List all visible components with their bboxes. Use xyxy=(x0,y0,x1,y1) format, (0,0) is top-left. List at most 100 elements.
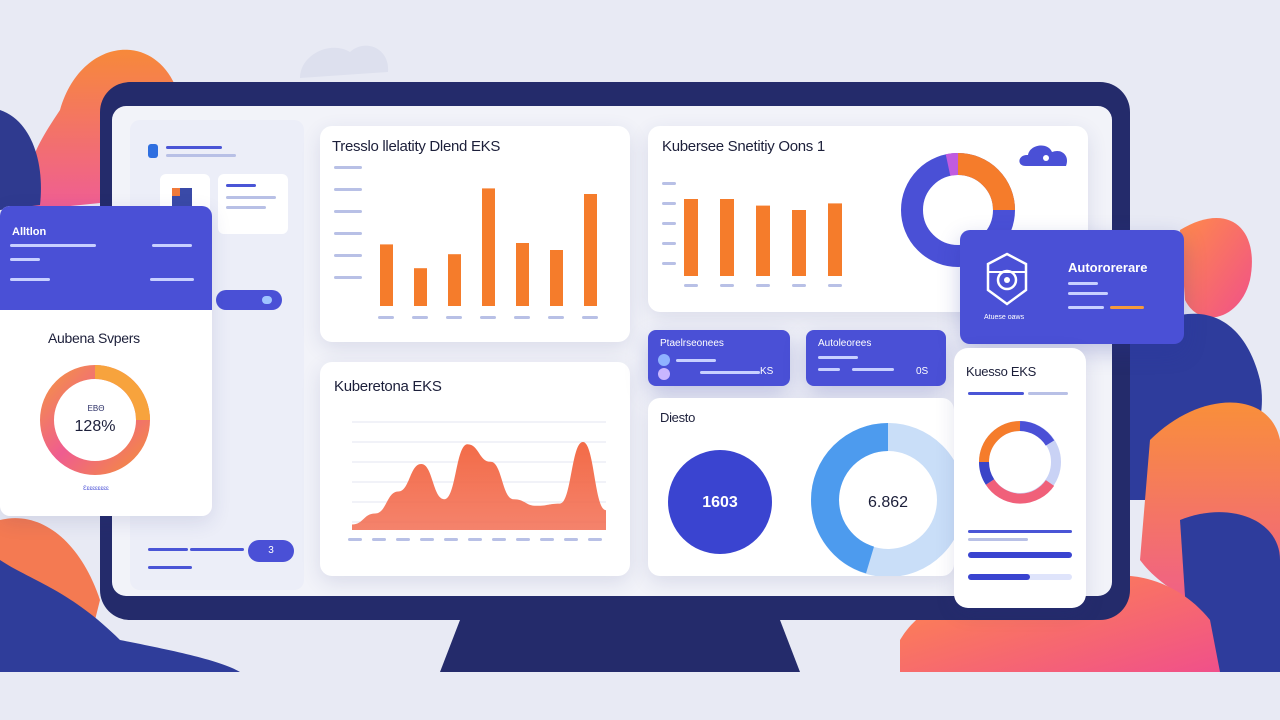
card-line xyxy=(968,392,1024,395)
card-line xyxy=(1068,292,1108,295)
mobile-donut xyxy=(978,421,1061,504)
x-tick-placeholder xyxy=(396,538,410,541)
kpi-circle xyxy=(668,450,772,554)
bar xyxy=(684,199,698,276)
x-tick-placeholder xyxy=(540,538,554,541)
donut-orange xyxy=(979,421,1021,463)
bar xyxy=(448,254,461,306)
mini-line xyxy=(700,371,760,374)
bar-chart-1 xyxy=(334,166,598,319)
bar xyxy=(516,243,529,306)
sidebar-footer-line xyxy=(148,566,192,569)
bar-chart-2 xyxy=(662,153,1015,287)
donut-ring-orange xyxy=(957,153,1015,211)
x-tick-placeholder xyxy=(792,284,806,287)
sidebar-footer-line xyxy=(148,548,188,551)
bar xyxy=(756,205,770,276)
x-tick-placeholder xyxy=(588,538,602,541)
x-tick-placeholder xyxy=(348,538,362,541)
donut-caption: Ɛɛɛɛɛɛɛɛɛ xyxy=(83,486,109,492)
mini-line xyxy=(818,368,840,371)
x-tick-placeholder xyxy=(378,316,394,319)
header-line xyxy=(10,258,40,261)
mini-card-1[interactable]: Ptaelrseonees KS xyxy=(648,330,790,386)
sidebar-text-placeholder xyxy=(166,146,222,149)
bar xyxy=(414,268,427,306)
progress-fill xyxy=(968,574,1031,580)
mini-card-value: 0S xyxy=(916,366,929,377)
bar xyxy=(584,194,597,306)
blob-right-orange xyxy=(1180,218,1252,318)
mini-line xyxy=(852,368,894,371)
mini-card-2[interactable]: Autoleorees 0S xyxy=(806,330,946,386)
sidebar-footer-line xyxy=(190,548,244,551)
status-dot xyxy=(658,368,670,380)
cloud-bg xyxy=(300,45,389,78)
x-tick-placeholder xyxy=(492,538,506,541)
card-line-accent xyxy=(1110,306,1144,309)
circles-panel: Diesto 1603 6.862 xyxy=(648,398,954,576)
bar xyxy=(792,210,806,276)
mobile-card[interactable]: Kuesso EKS xyxy=(954,348,1086,608)
cloud-icon[interactable] xyxy=(1016,142,1076,172)
y-tick-placeholder xyxy=(662,182,676,185)
x-tick-placeholder xyxy=(720,284,734,287)
mini-card-value: KS xyxy=(760,366,774,377)
progress-track xyxy=(968,552,1072,558)
x-tick-placeholder xyxy=(828,284,842,287)
circles-graphic xyxy=(668,423,954,576)
y-tick-placeholder xyxy=(662,202,676,205)
card-title: Kuesso EKS xyxy=(966,364,1036,379)
mini-line xyxy=(676,359,716,362)
card-title: Autororerare xyxy=(1068,260,1148,275)
card-line xyxy=(968,538,1028,541)
blob-left-navy xyxy=(0,110,41,210)
mini-card-title: Autoleorees xyxy=(818,338,872,349)
panel-title: Diesto xyxy=(660,410,696,425)
header-line xyxy=(10,244,96,247)
autoreare-card[interactable]: Autororerare Atuese oaws xyxy=(960,230,1184,344)
card-header: Alltlon xyxy=(0,206,212,310)
left-floating-card[interactable]: Alltlon Aubena Svpers ΕΒΘ 128% Ɛɛɛɛɛɛɛɛɛ xyxy=(0,206,212,516)
x-tick-placeholder xyxy=(514,316,530,319)
donut-pink xyxy=(985,479,1055,504)
x-tick-placeholder xyxy=(372,538,386,541)
mini-card-title: Ptaelrseonees xyxy=(660,338,724,349)
card-title: Aubena Svpers xyxy=(48,330,140,346)
x-tick-placeholder xyxy=(582,316,598,319)
info-line xyxy=(226,206,266,209)
card-caption: Atuese oaws xyxy=(984,314,1025,321)
x-tick-placeholder xyxy=(564,538,578,541)
donut-value: 6.862 xyxy=(867,494,909,511)
toggle-pill[interactable] xyxy=(216,290,282,310)
donut-value: 128% xyxy=(74,418,116,435)
bar xyxy=(828,203,842,276)
card-line xyxy=(1068,306,1104,309)
donut-highlight xyxy=(94,365,150,421)
status-dot xyxy=(658,354,670,366)
donut-navy xyxy=(978,461,995,485)
x-tick-placeholder xyxy=(468,538,482,541)
donut-small-label: ΕΒΘ xyxy=(87,404,105,413)
bar xyxy=(380,244,393,306)
panel-title: Kubersee Snetitiy Oons 1 xyxy=(662,138,825,155)
info-line xyxy=(226,196,276,199)
x-tick-placeholder xyxy=(756,284,770,287)
x-tick-placeholder xyxy=(446,316,462,319)
mini-line xyxy=(818,356,858,359)
donut-center xyxy=(842,454,934,546)
blob-left-bottom-navy xyxy=(0,560,240,672)
area-chart xyxy=(348,421,606,541)
toggle-icon xyxy=(262,296,272,304)
thumbnail-accent xyxy=(172,188,180,196)
header-line xyxy=(150,278,194,281)
sidebar-info-card[interactable] xyxy=(218,174,288,234)
area-chart-panel: Kuberetona EKS xyxy=(320,362,630,576)
y-tick-placeholder xyxy=(334,166,362,169)
y-tick-placeholder xyxy=(334,232,362,235)
donut-ring-purple xyxy=(945,153,959,176)
panel-title: Kuberetona EKS xyxy=(334,378,442,395)
y-tick-placeholder xyxy=(662,222,676,225)
sidebar-badge[interactable]: 3 xyxy=(248,540,294,562)
